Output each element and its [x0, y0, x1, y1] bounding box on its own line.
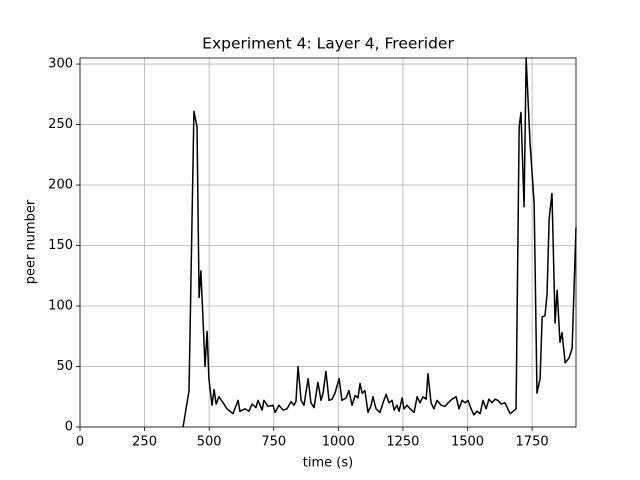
- axes-frame: [79, 57, 577, 428]
- x-tick-label: 1000: [322, 435, 355, 450]
- x-axis-label: time (s): [303, 456, 353, 471]
- x-tick-label: 750: [261, 435, 286, 450]
- y-tick-label: 200: [48, 178, 73, 193]
- chart-title: Experiment 4: Layer 4, Freerider: [202, 35, 454, 53]
- y-tick-label: 300: [48, 57, 73, 72]
- y-tick-label: 50: [56, 359, 73, 374]
- y-tick-label: 0: [65, 420, 73, 435]
- x-tick-label: 500: [197, 435, 222, 450]
- x-tick-label: 1500: [451, 435, 484, 450]
- x-tick-label: 250: [132, 435, 157, 450]
- data-line: [182, 57, 577, 428]
- y-tick-label: 100: [48, 299, 73, 314]
- x-tick-label: 1750: [516, 435, 549, 450]
- y-tick-label: 150: [48, 238, 73, 253]
- y-axis-label: peer number: [24, 199, 39, 284]
- y-tick-label: 250: [48, 117, 73, 132]
- x-tick-label: 1250: [386, 435, 419, 450]
- x-tick-label: 0: [76, 435, 84, 450]
